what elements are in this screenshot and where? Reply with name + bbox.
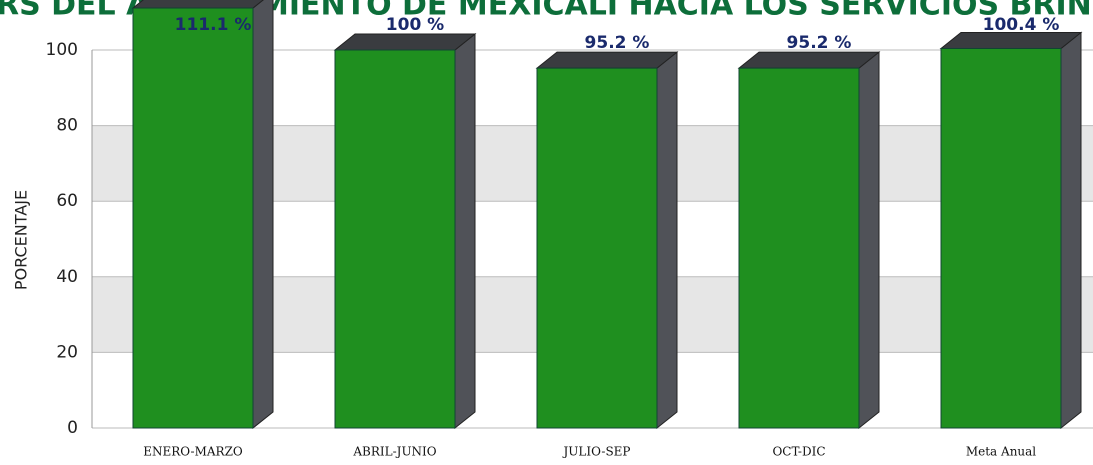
bar-top — [737, 51, 881, 69]
bar-top — [333, 33, 477, 51]
bar-top — [535, 51, 679, 69]
bar — [940, 47, 1062, 429]
bar-top — [131, 0, 264, 9]
y-axis-label: PORCENTAJE — [12, 190, 31, 290]
bar-group — [737, 51, 881, 430]
y-tick-label: 100 — [46, 40, 78, 60]
x-tick-label: JULIO-SEP — [561, 445, 630, 459]
value-label: 95.2 % — [585, 33, 650, 53]
bar — [132, 7, 254, 429]
x-tick-label: ENERO-MARZO — [143, 445, 243, 459]
bar-group — [939, 31, 1083, 430]
bar-group — [131, 0, 274, 430]
bar — [334, 49, 456, 429]
bar — [738, 67, 860, 429]
bars — [131, 0, 1083, 430]
y-tick-label: 80 — [56, 116, 78, 136]
bar-side — [1060, 31, 1082, 430]
x-tick-label: Meta Anual — [966, 445, 1036, 459]
bar-group — [535, 51, 679, 430]
y-tick-label: 40 — [56, 267, 78, 287]
value-label: 95.2 % — [787, 33, 852, 53]
bar-side — [252, 0, 274, 430]
bar-side — [454, 32, 476, 430]
value-label: 100.4 % — [983, 15, 1060, 35]
y-tick-label: 60 — [56, 191, 78, 211]
x-tick-label: ABRIL-JUNIO — [352, 445, 436, 459]
value-label: 100 % — [386, 15, 444, 35]
x-tick-label: OCT-DIC — [772, 445, 825, 459]
bar-side — [858, 51, 880, 430]
y-tick-label: 20 — [56, 342, 78, 362]
bar-side — [656, 51, 678, 430]
bar — [536, 67, 658, 429]
bar-group — [333, 32, 477, 430]
y-tick-label: 0 — [67, 418, 78, 438]
value-label: 111.1 % — [175, 15, 252, 35]
